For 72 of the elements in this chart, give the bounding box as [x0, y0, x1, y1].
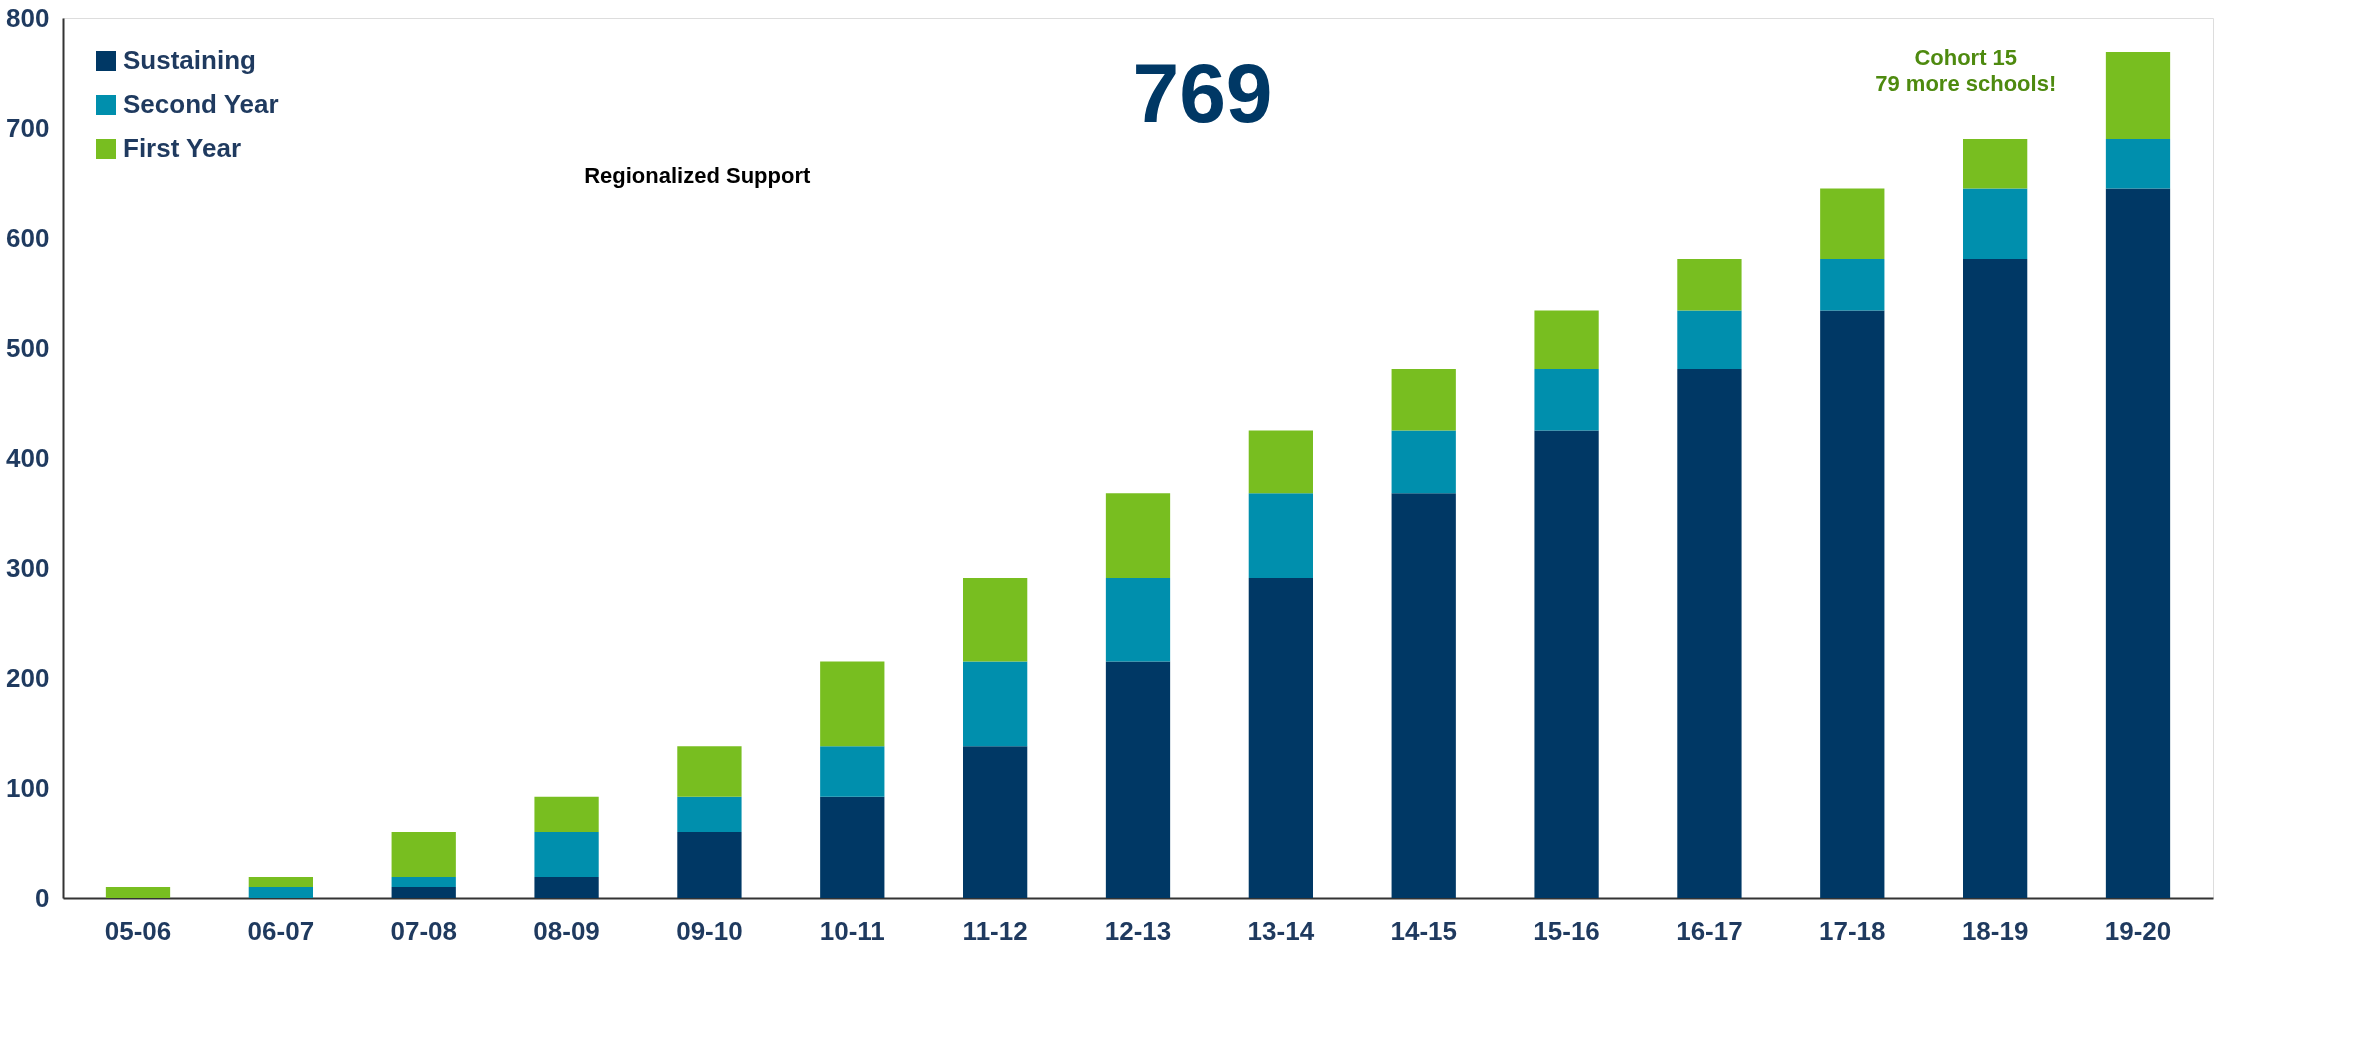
bar: [1248, 493, 1313, 578]
bar: [677, 832, 742, 898]
bar: [677, 746, 742, 797]
bar: [105, 887, 171, 898]
bar: [1391, 493, 1456, 898]
x-tick-label: 07-08: [390, 915, 457, 946]
x-tick-label: 17-18: [1819, 915, 1886, 946]
bar: [391, 887, 456, 898]
x-tick-label: 09-10: [676, 915, 743, 946]
x-tick-label: 12-13: [1104, 915, 1172, 946]
bar: [1391, 430, 1456, 494]
y-tick-label: 800: [6, 2, 50, 33]
annotation: 769: [1132, 46, 1273, 141]
bar: [2105, 52, 2171, 139]
x-tick-label: 10-11: [819, 915, 885, 946]
bar: [2105, 188, 2171, 898]
bar: [1248, 577, 1313, 898]
x-tick-label: 11-12: [962, 915, 1028, 946]
bar: [534, 796, 599, 832]
legend-label: Second Year: [123, 89, 279, 119]
legend-label: First Year: [123, 133, 242, 163]
bar: [1820, 188, 1885, 259]
annotation: Regionalized Support: [584, 163, 811, 189]
y-tick-label: 0: [35, 882, 50, 913]
bar: [1963, 139, 2028, 189]
x-tick-label: 08-09: [533, 915, 600, 946]
x-tick-label: 19-20: [2104, 915, 2172, 946]
bar: [1963, 188, 2028, 259]
bar: [1677, 258, 1742, 311]
bar: [1534, 430, 1599, 898]
bar: [1820, 310, 1885, 898]
y-tick-label: 700: [6, 112, 50, 143]
x-tick-label: 06-07: [247, 915, 315, 946]
y-tick-label: 400: [6, 442, 50, 473]
x-tick-label: 15-16: [1533, 915, 1600, 946]
bar: [1391, 368, 1456, 431]
x-tick-label: 05-06: [104, 915, 172, 946]
bar: [248, 887, 313, 898]
bar: [963, 577, 1028, 662]
bar: [677, 796, 742, 832]
bar: [391, 832, 456, 878]
bar: [820, 661, 885, 747]
y-tick-label: 200: [6, 662, 50, 693]
bar: [1534, 368, 1599, 431]
annotation: Cohort 15 79 more schools!: [1875, 44, 2057, 96]
bar: [391, 877, 456, 887]
bar: [1105, 577, 1171, 662]
bar: [1248, 430, 1313, 494]
y-tick-label: 600: [6, 222, 50, 253]
bar: [820, 796, 885, 898]
bar: [963, 661, 1028, 747]
bar: [1105, 493, 1171, 578]
bar: [534, 877, 599, 898]
bar: [1963, 258, 2028, 898]
bar: [963, 746, 1028, 898]
y-tick-label: 100: [6, 772, 50, 803]
bar: [2105, 139, 2171, 189]
bar: [248, 877, 313, 887]
bar: [1105, 661, 1171, 898]
bar: [1677, 368, 1742, 898]
y-tick-label: 500: [6, 332, 50, 363]
y-tick-label: 300: [6, 552, 50, 583]
x-tick-label: 13-14: [1247, 915, 1315, 946]
x-tick-label: 14-15: [1390, 915, 1457, 946]
bar: [820, 746, 885, 797]
x-tick-label: 18-19: [1961, 915, 2029, 946]
bar: [1534, 310, 1599, 369]
x-tick-label: 16-17: [1676, 915, 1743, 946]
bar: [1820, 258, 1885, 311]
bar: [534, 832, 599, 878]
bar: [1677, 310, 1742, 369]
legend-label: Sustaining: [123, 45, 256, 75]
